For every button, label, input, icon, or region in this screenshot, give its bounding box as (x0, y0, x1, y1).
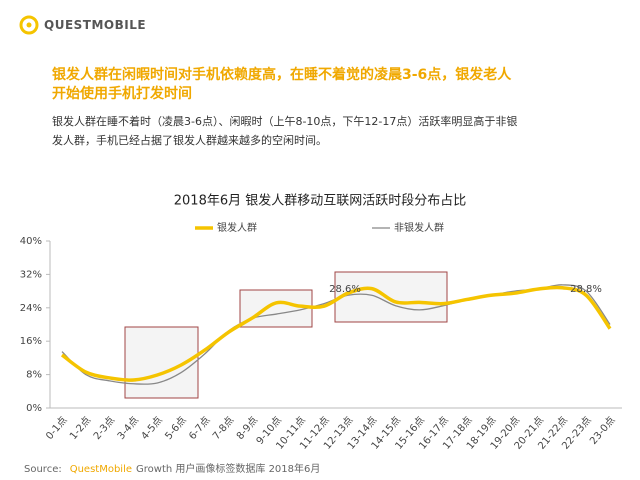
x-tick-label: 0-1点 (43, 414, 69, 442)
y-tick-label: 0% (26, 403, 42, 414)
x-tick-label: 7-8点 (210, 414, 236, 442)
annotation: 28.6% (329, 284, 361, 295)
series-line (60, 285, 612, 382)
chart-title: 2018年6月 银发人群移动互联网活跃时段分布占比 (174, 193, 467, 209)
x-tick-label: 23-0点 (587, 414, 617, 447)
x-tick-label: 3-4点 (115, 414, 141, 442)
x-tick-label: 2-3点 (91, 414, 117, 442)
source-label: Source: (24, 464, 62, 475)
source: Source: QuestMobile Growth 用户画像标签数据库 2018年… (24, 460, 320, 475)
x-tick-label: 5-6点 (163, 414, 189, 442)
y-tick-label: 16% (20, 336, 42, 347)
highlight-box (334, 271, 448, 323)
y-tick-label: 8% (26, 370, 42, 381)
highlight-box (239, 289, 313, 328)
headline: 银发人群在闲暇时间对手机依赖度高，在睡不着觉的凌晨3-6点，银发老人 开始使用手… (52, 66, 511, 104)
x-tick-label: 1-2点 (67, 414, 93, 442)
chart: 2018年6月 银发人群移动互联网活跃时段分布占比 0% 8% 16% 24% 32% 4… (20, 193, 622, 452)
annotation: 28.8% (570, 284, 602, 295)
logo-icon (19, 15, 39, 35)
logo-text: QUESTMOBILE (44, 18, 147, 32)
y-tick-label: 40% (20, 236, 42, 247)
paragraph-line: 银发人群在睡不着时（凌晨3-6点）、闲暇时（上午8-10点，下午12-17点）活… (52, 115, 518, 128)
y-tick-label: 24% (20, 303, 42, 314)
headline-line: 开始使用手机打发时间 (52, 86, 192, 102)
x-tick-label: 4-5点 (139, 414, 165, 442)
y-tick-label: 32% (20, 269, 42, 280)
legend-label: 银发人群 (217, 221, 257, 234)
logo: QUESTMOBILE (18, 14, 146, 36)
paragraph-line: 发人群，手机已经占据了银发人群越来越多的空闲时间。 (52, 134, 327, 147)
x-tick-label: 6-7点 (186, 414, 212, 442)
paragraph: 银发人群在睡不着时（凌晨3-6点）、闲暇时（上午8-10点，下午12-17点）活… (52, 112, 517, 150)
legend-label: 非银发人群 (394, 221, 444, 234)
headline-line: 银发人群在闲暇时间对手机依赖度高，在睡不着觉的凌晨3-6点，银发老人 (52, 67, 512, 83)
source-brand: QuestMobile (69, 464, 133, 475)
source-text: Growth 用户画像标签数据库 2018年6月 (136, 464, 321, 475)
